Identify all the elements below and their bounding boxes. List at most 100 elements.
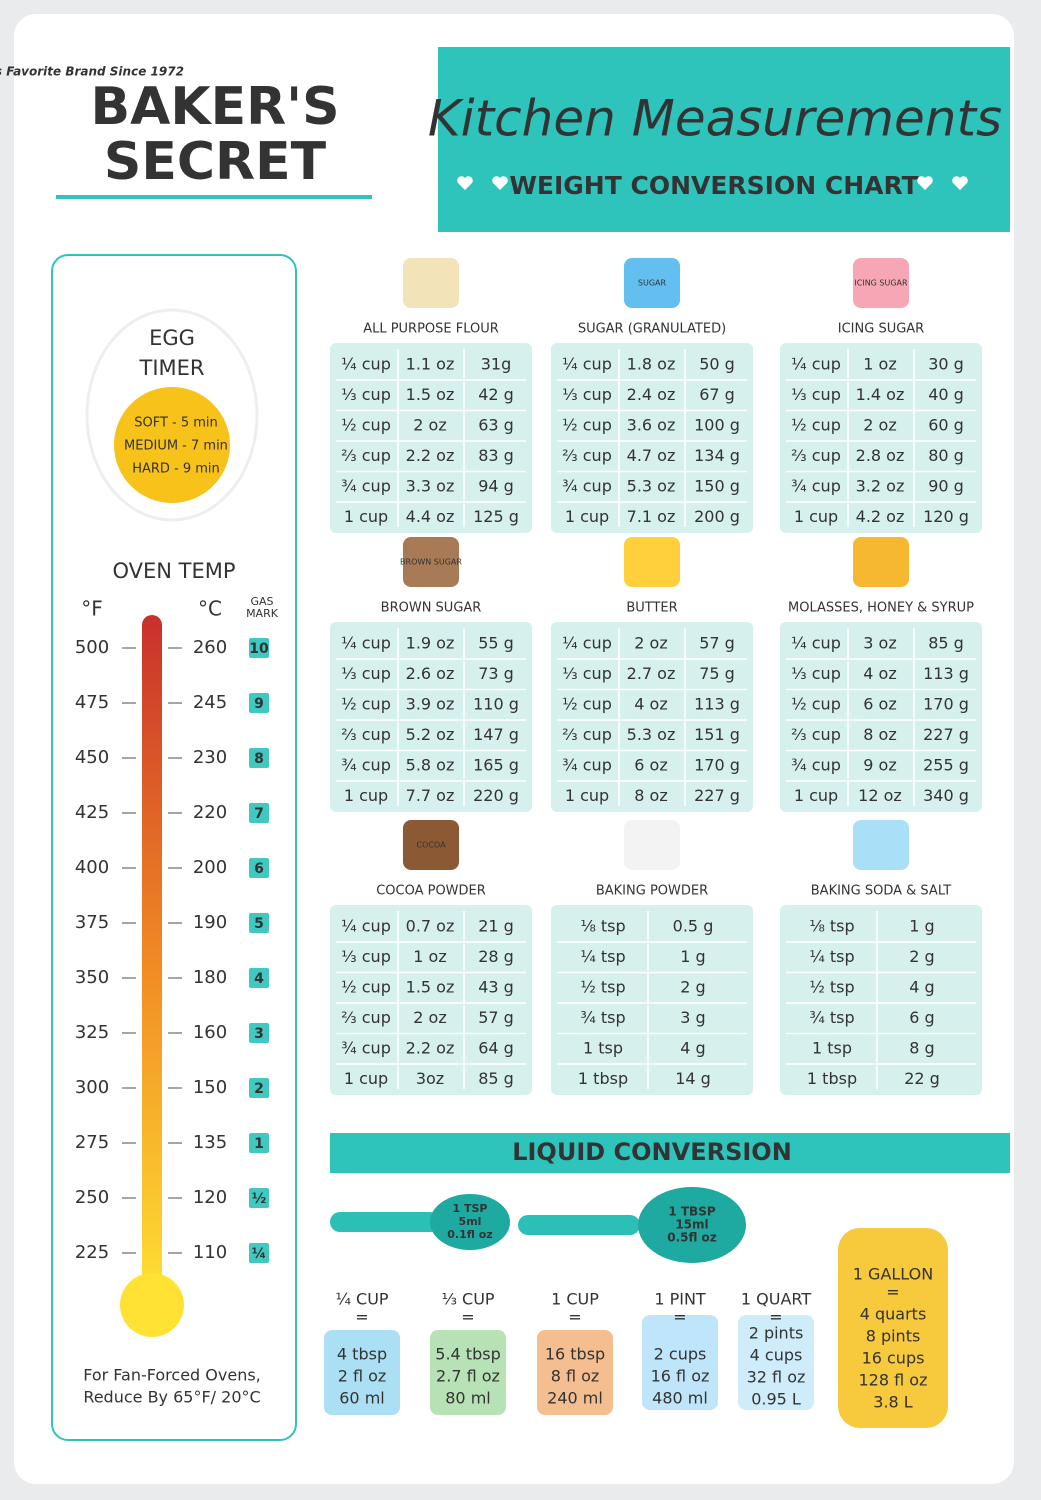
table-cell: 42 g [478, 385, 514, 404]
cup-line: 4 tbsp [337, 1345, 387, 1364]
table-cell: 125 g [473, 507, 519, 526]
table-cell: 4.4 oz [406, 507, 455, 526]
egg-item: HARD - 9 min [132, 462, 220, 477]
spoon-bowl [638, 1187, 746, 1263]
gas-mark: 7 [254, 806, 264, 822]
gas-mark: 3 [254, 1026, 264, 1042]
table-cell: 57 g [478, 1008, 514, 1027]
gas-box [249, 748, 269, 768]
table-icon [403, 258, 459, 308]
table-cell: 1.4 oz [856, 385, 905, 404]
gas-box [249, 638, 269, 658]
table-cell: 28 g [478, 947, 514, 966]
table-cell: 21 g [478, 917, 514, 936]
table-box [330, 905, 532, 1095]
table-cell: 4.2 oz [856, 507, 905, 526]
table-cell: 8 oz [634, 786, 667, 805]
cup-line: = [673, 1308, 686, 1327]
spoon-text: 0.1fl oz [447, 1228, 492, 1241]
brand-name: SECRET [104, 132, 327, 192]
cup-line: 480 ml [652, 1389, 708, 1408]
cup-line: 16 tbsp [545, 1345, 605, 1364]
icon-label: COCOA [416, 841, 446, 850]
table-title: MOLASSES, HONEY & SYRUP [788, 601, 974, 616]
table-cell: ¾ cup [341, 477, 391, 496]
table-cell: ½ tsp [580, 978, 625, 997]
cup-line: 4 cups [750, 1346, 803, 1365]
cup-line: 16 cups [862, 1349, 925, 1368]
temp-f: 250 [75, 1187, 109, 1208]
cup-line: 0.95 L [751, 1390, 801, 1409]
egg-title: TIMER [139, 356, 205, 380]
spoon-bowl [430, 1194, 510, 1250]
table-cell: 63 g [478, 416, 514, 435]
table-cell: 5.2 oz [406, 725, 455, 744]
table-cell: 2 oz [634, 634, 667, 653]
table-cell: ¼ tsp [809, 947, 854, 966]
table-cell: 1 tbsp [578, 1069, 628, 1088]
temp-c: 245 [193, 692, 227, 713]
cup-line: = [461, 1308, 474, 1327]
cup-line: 16 fl oz [651, 1367, 710, 1386]
temp-c: 190 [193, 912, 227, 933]
table-cell: 150 g [694, 477, 740, 496]
cup-line: 2.7 fl oz [436, 1367, 500, 1386]
table-cell: ½ cup [562, 416, 612, 435]
table-cell: 120 g [923, 507, 969, 526]
table-cell: ⅓ cup [562, 385, 612, 404]
table-cell: 64 g [478, 1039, 514, 1058]
temp-c: 260 [193, 637, 227, 658]
table-cell: 3.9 oz [406, 695, 455, 714]
table-cell: 3.2 oz [856, 477, 905, 496]
temp-c: 220 [193, 802, 227, 823]
table-cell: 9 oz [863, 756, 896, 775]
table-cell: ¼ tsp [580, 947, 625, 966]
table-box [780, 343, 982, 533]
gas-mark: 8 [254, 751, 264, 767]
cup-label: ¼ CUP [335, 1290, 388, 1309]
cup-line: = [886, 1283, 899, 1302]
table-cell: 113 g [694, 695, 740, 714]
table-cell: ⅛ tsp [580, 917, 625, 936]
table-box [551, 622, 753, 812]
cup-label: 1 GALLON [853, 1265, 933, 1284]
table-cell: 170 g [694, 756, 740, 775]
table-title: BUTTER [626, 601, 677, 616]
table-cell: 2.4 oz [627, 385, 676, 404]
table-cell: ⅔ cup [341, 725, 391, 744]
left-panel [51, 254, 297, 1441]
table-cell: ⅓ cup [341, 947, 391, 966]
table-icon [853, 820, 909, 870]
cup-line: 2 pints [749, 1324, 804, 1343]
table-cell: ¼ cup [791, 634, 841, 653]
table-cell: ½ cup [341, 978, 391, 997]
table-cell: 14 g [675, 1069, 711, 1088]
table-cell: 227 g [923, 725, 969, 744]
table-cell: 1 tsp [583, 1039, 623, 1058]
cup-line: 8 fl oz [551, 1367, 600, 1386]
table-cell: 1 oz [413, 947, 446, 966]
table-cell: ⅓ cup [562, 664, 612, 683]
table-cell: 40 g [928, 385, 964, 404]
gas-mark: ¼ [252, 1246, 267, 1262]
table-cell: ⅓ cup [341, 385, 391, 404]
header-title: Kitchen Measurements [428, 90, 1002, 148]
table-cell: 3 oz [863, 634, 896, 653]
table-cell: 1.8 oz [627, 355, 676, 374]
spoon-handle [330, 1212, 440, 1232]
gas-box [249, 1023, 269, 1043]
table-cell: ⅔ cup [562, 446, 612, 465]
table-cell: 5.3 oz [627, 477, 676, 496]
table-cell: 1 cup [565, 507, 609, 526]
table-cell: 4.7 oz [627, 446, 676, 465]
temp-f: 300 [75, 1077, 109, 1098]
table-cell: 1 g [909, 917, 934, 936]
cup-shape [838, 1228, 948, 1428]
gas-mark: ½ [252, 1191, 267, 1207]
table-cell: ⅔ cup [341, 446, 391, 465]
temp-f: 425 [75, 802, 109, 823]
table-cell: ½ cup [791, 416, 841, 435]
table-cell: 220 g [473, 786, 519, 805]
table-cell: ¼ cup [791, 355, 841, 374]
cup-shape [537, 1330, 613, 1415]
